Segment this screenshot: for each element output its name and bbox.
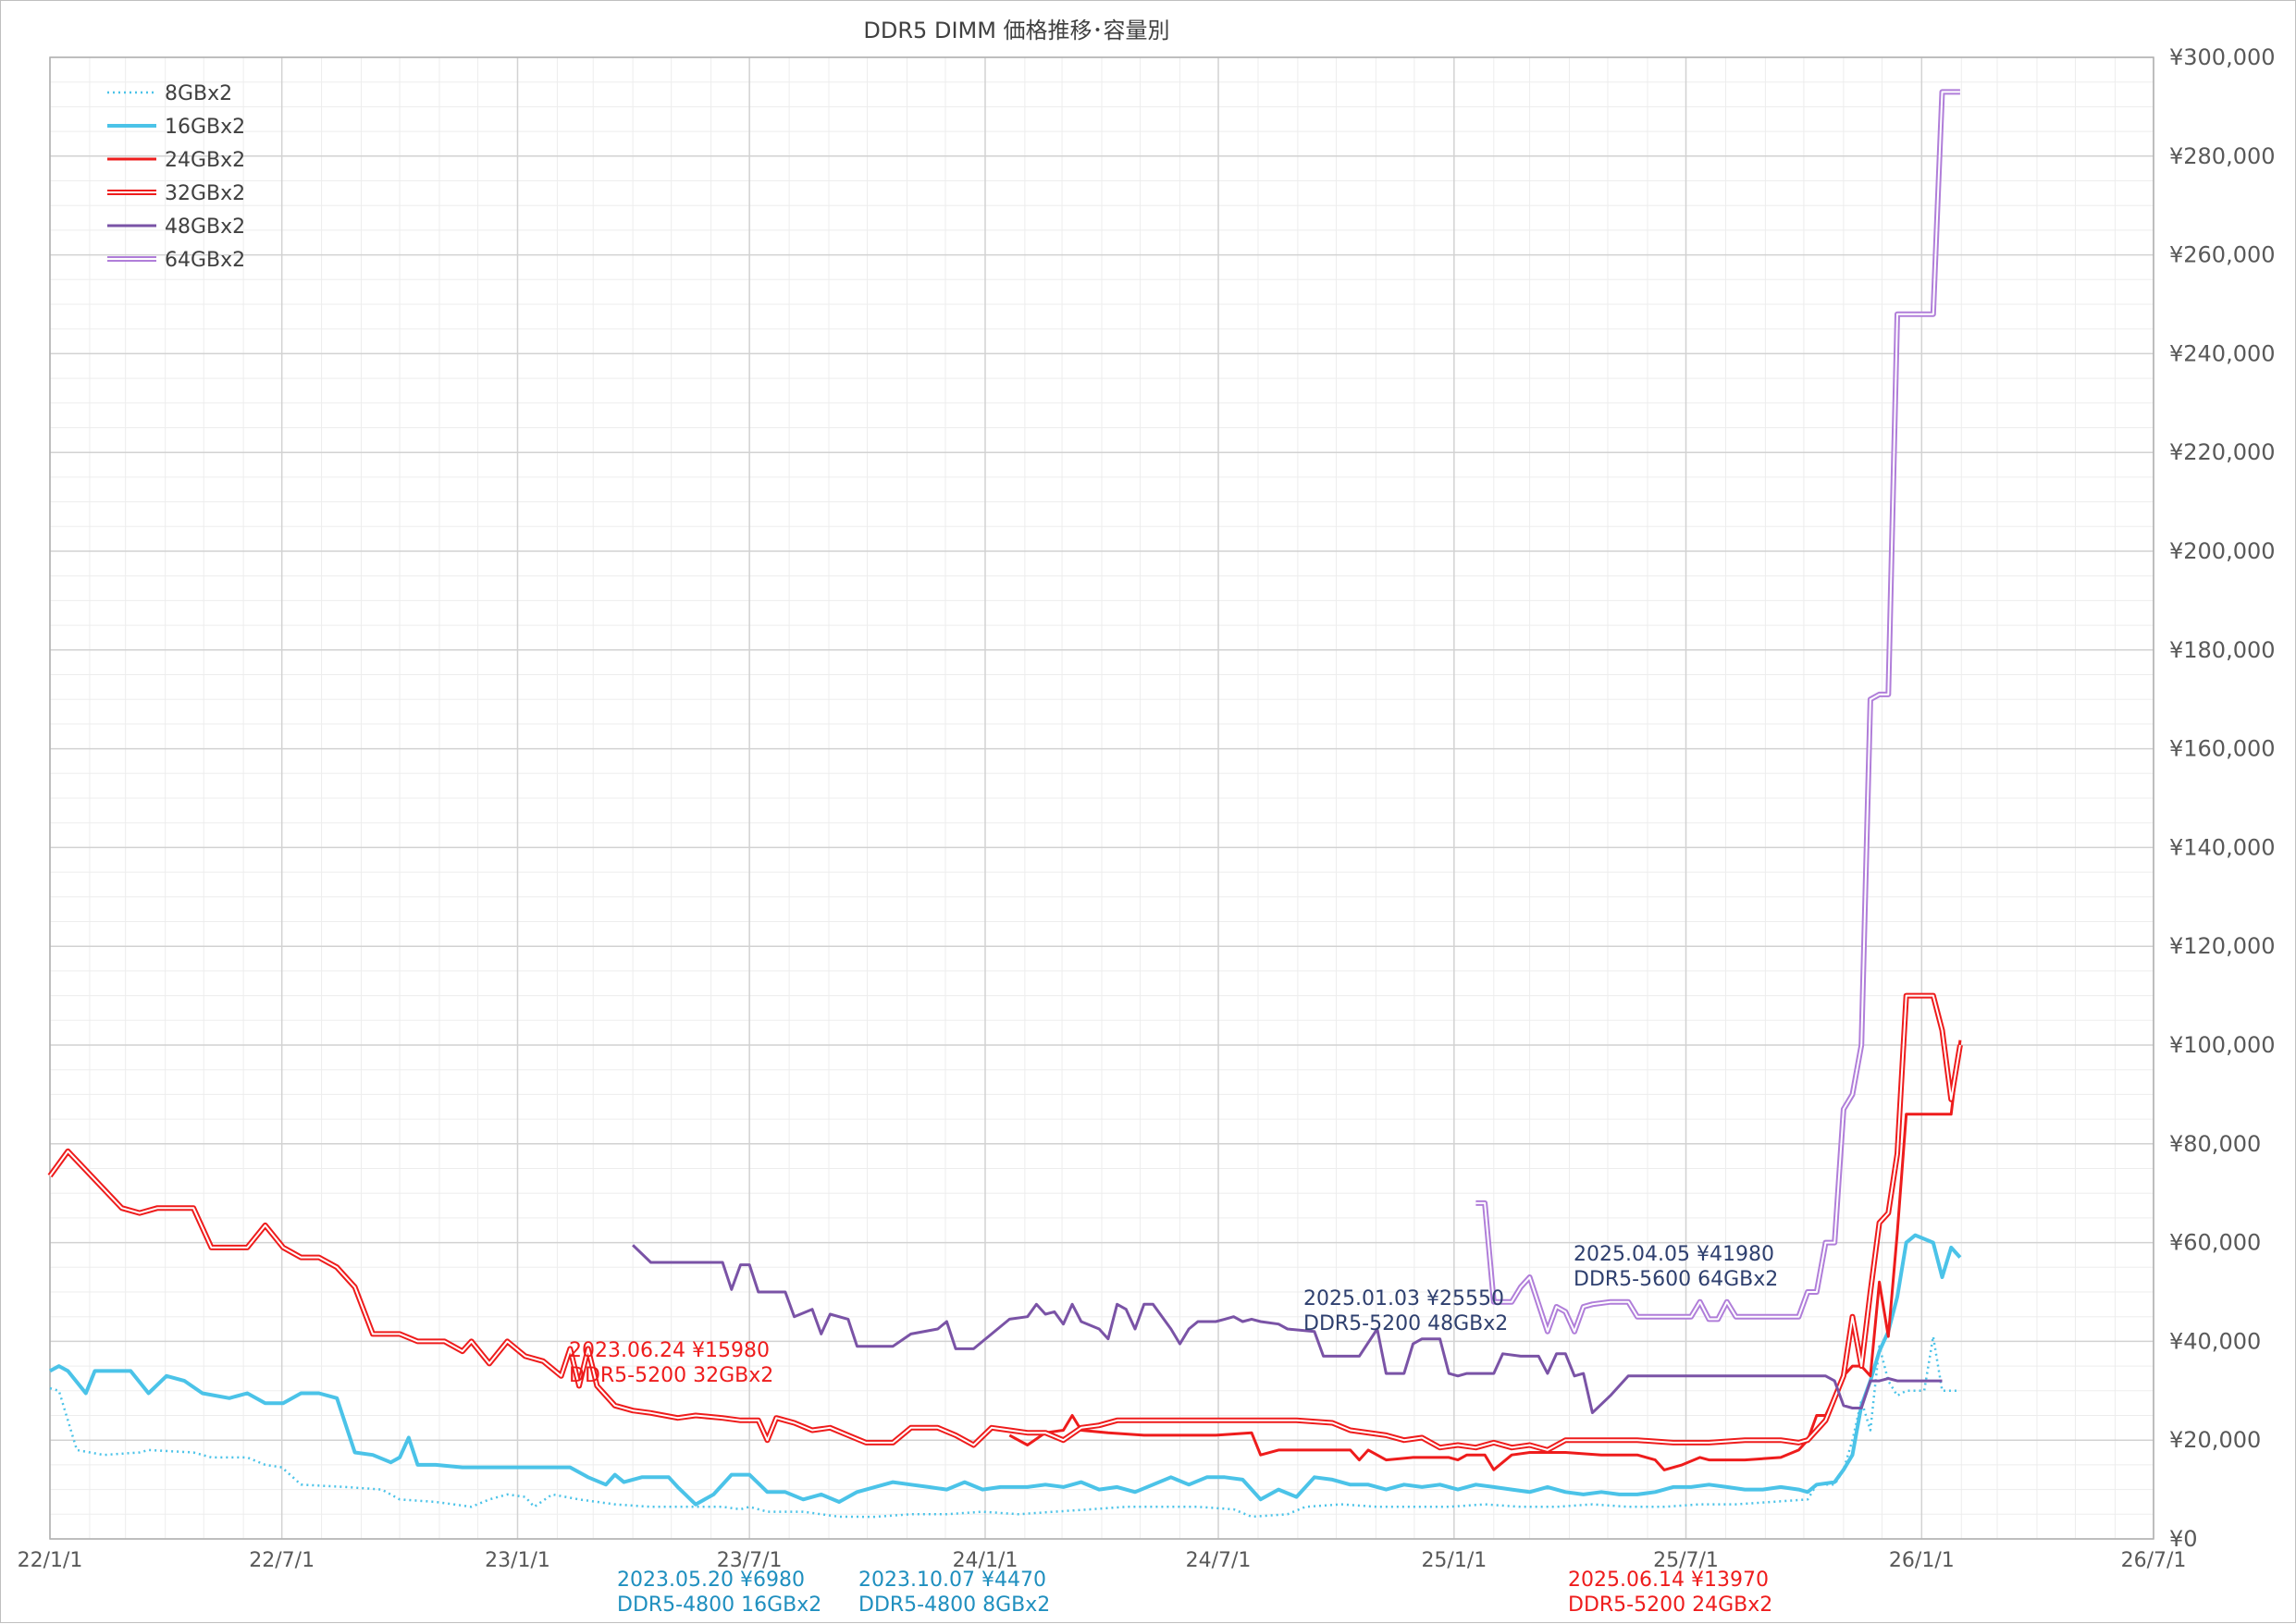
legend-label: 48GBx2: [165, 215, 245, 239]
x-tick-label: 23/1/1: [485, 1549, 550, 1572]
series-line: [1008, 1040, 1962, 1471]
series-line: [49, 1233, 1962, 1507]
y-tick-label: ¥140,000: [2169, 834, 2276, 860]
legend-label: 64GBx2: [165, 249, 245, 272]
series-line: [49, 994, 1961, 1451]
series-64GBx2: [1475, 89, 1960, 1335]
x-tick-label: 23/7/1: [717, 1549, 783, 1572]
legend-label: 32GBx2: [165, 182, 245, 205]
annotation-line: 2023.06.24 ¥15980: [569, 1339, 770, 1362]
series-32GBx2: [47, 992, 1963, 1453]
legend-label: 24GBx2: [165, 149, 245, 172]
annotation-line: DDR5-5200 48GBx2: [1303, 1312, 1508, 1335]
series-line: [632, 1244, 1943, 1415]
series-line: [1475, 91, 1960, 1333]
y-tick-label: ¥20,000: [2169, 1427, 2261, 1453]
legend: 8GBx2 16GBx2 24GBx2 32GBx2 48GBx2 64GBx2: [107, 82, 245, 272]
chart-title: DDR5 DIMM 価格推移･容量別: [863, 18, 1169, 43]
x-tick-label: 22/1/1: [18, 1549, 83, 1572]
legend-item: 48GBx2: [107, 215, 245, 239]
y-tick-label: ¥80,000: [2169, 1131, 2261, 1157]
legend-item: 8GBx2: [107, 82, 232, 105]
y-axis-ticks: ¥0 ¥20,000 ¥40,000 ¥60,000 ¥80,000 ¥100,000 ¥1…: [2169, 44, 2276, 1552]
y-tick-label: ¥280,000: [2169, 143, 2276, 169]
y-tick-label: ¥180,000: [2169, 637, 2276, 663]
y-tick-label: ¥40,000: [2169, 1328, 2261, 1354]
annotation-line: DDR5-5600 64GBx2: [1574, 1268, 1778, 1291]
series-line: [47, 992, 1963, 1453]
annotation-line: DDR5-4800 8GBx2: [858, 1593, 1050, 1617]
plot-frame: [49, 56, 2154, 1540]
x-tick-label: 24/1/1: [953, 1549, 1018, 1572]
series-layer: [47, 89, 1963, 1519]
annotation-line: 2023.05.20 ¥6980: [617, 1569, 805, 1592]
x-axis-ticks: 22/1/1 22/7/1 23/1/1 23/7/1 24/1/1 24/7/1 25/1…: [18, 1549, 2187, 1572]
legend-item: 16GBx2: [107, 116, 245, 139]
x-tick-label: 26/7/1: [2121, 1549, 2187, 1572]
annotation-line: 2025.01.03 ¥25550: [1303, 1287, 1504, 1310]
legend-item: 32GBx2: [107, 182, 245, 205]
minor-gridlines: [49, 57, 2154, 1539]
y-tick-label: ¥240,000: [2169, 340, 2276, 366]
y-tick-label: ¥260,000: [2169, 242, 2276, 268]
annotation-line: DDR5-5200 24GBx2: [1568, 1593, 1772, 1617]
legend-label: 16GBx2: [165, 116, 245, 139]
x-tick-label: 24/7/1: [1186, 1549, 1252, 1572]
annotation-line: DDR5-5200 32GBx2: [569, 1364, 773, 1387]
y-tick-label: ¥300,000: [2169, 44, 2276, 70]
legend-item: 64GBx2: [107, 249, 245, 272]
series-line: [1475, 89, 1960, 1335]
x-tick-label: 25/1/1: [1421, 1549, 1487, 1572]
x-tick-label: 26/1/1: [1889, 1549, 1955, 1572]
y-tick-label: ¥200,000: [2169, 538, 2276, 564]
y-tick-label: ¥220,000: [2169, 439, 2276, 465]
annotation-line: 2023.10.07 ¥4470: [858, 1569, 1046, 1592]
series-24GBx2: [1008, 1040, 1962, 1471]
annotation-line: 2025.04.05 ¥41980: [1574, 1243, 1774, 1266]
y-tick-label: ¥160,000: [2169, 736, 2276, 762]
y-tick-label: ¥100,000: [2169, 1032, 2276, 1058]
x-tick-label: 25/7/1: [1653, 1549, 1719, 1572]
series-16GBx2: [49, 1233, 1962, 1507]
y-tick-label: ¥120,000: [2169, 933, 2276, 959]
annotation-line: DDR5-4800 16GBx2: [617, 1593, 821, 1617]
y-tick-label: ¥0: [2169, 1526, 2198, 1552]
legend-item: 24GBx2: [107, 149, 245, 172]
x-tick-label: 22/7/1: [249, 1549, 315, 1572]
y-tick-label: ¥60,000: [2169, 1230, 2261, 1256]
legend-label: 8GBx2: [165, 82, 232, 105]
annotation-line: 2025.06.14 ¥13970: [1568, 1569, 1769, 1592]
series-48GBx2: [632, 1244, 1943, 1415]
